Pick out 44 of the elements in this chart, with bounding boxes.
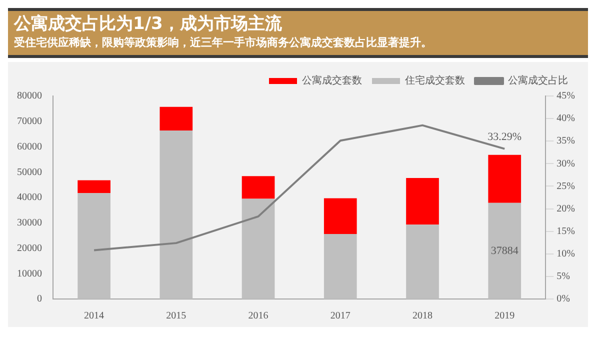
bar (324, 234, 357, 299)
y-tick-label: 60000 (17, 141, 42, 152)
x-tick-label: 2016 (248, 310, 268, 322)
bar (488, 202, 522, 299)
chart-title: 公寓成交占比为1/3，成为市场主流 (14, 13, 283, 35)
x-tick-label: 2018 (412, 310, 432, 322)
data-label: 37884 (490, 244, 519, 257)
y2-tick-label: 30% (556, 158, 576, 170)
y2-tick-label: 40% (556, 113, 576, 124)
bar (242, 198, 275, 299)
bar (324, 198, 357, 234)
bar (78, 193, 110, 299)
y2-tick-label: 25% (556, 180, 576, 192)
bar (160, 106, 193, 131)
bar (488, 154, 522, 203)
y-tick-label: 50000 (17, 166, 42, 178)
y2-tick-label: 20% (556, 203, 576, 214)
bar (406, 178, 439, 225)
y2-tick-label: 15% (556, 226, 576, 237)
y2-tick-label: 35% (556, 136, 576, 147)
x-tick-label: 2017 (330, 310, 350, 322)
legend-label: 公寓成交占比 (508, 74, 568, 87)
x-tick-label: 2015 (166, 310, 186, 322)
x-tick-label: 2014 (84, 310, 104, 322)
bar (160, 130, 193, 299)
y2-tick-label: 0% (556, 294, 570, 305)
y-tick-label: 40000 (17, 192, 42, 204)
y-tick-label: 0 (37, 294, 42, 305)
y-tick-label: 80000 (17, 90, 42, 102)
y-tick-label: 70000 (17, 116, 42, 127)
y2-tick-label: 5% (556, 271, 570, 282)
x-tick-label: 2019 (494, 310, 515, 322)
data-label: 33.29% (488, 131, 522, 144)
legend-label: 公寓成交套数 (302, 74, 362, 87)
y2-tick-label: 10% (556, 248, 576, 260)
bar (242, 176, 275, 199)
chart-subtitle: 受住宅供应稀缺，限购等政策影响，近三年一手市场商务公寓成交套数占比显著提升。 (14, 35, 433, 51)
y-tick-label: 10000 (17, 268, 42, 280)
y-tick-label: 20000 (17, 242, 42, 254)
bar (406, 224, 439, 299)
y2-tick-label: 45% (556, 90, 576, 102)
y-tick-label: 30000 (17, 218, 42, 228)
legend-label: 住宅成交套数 (405, 74, 465, 87)
bar (78, 180, 110, 194)
